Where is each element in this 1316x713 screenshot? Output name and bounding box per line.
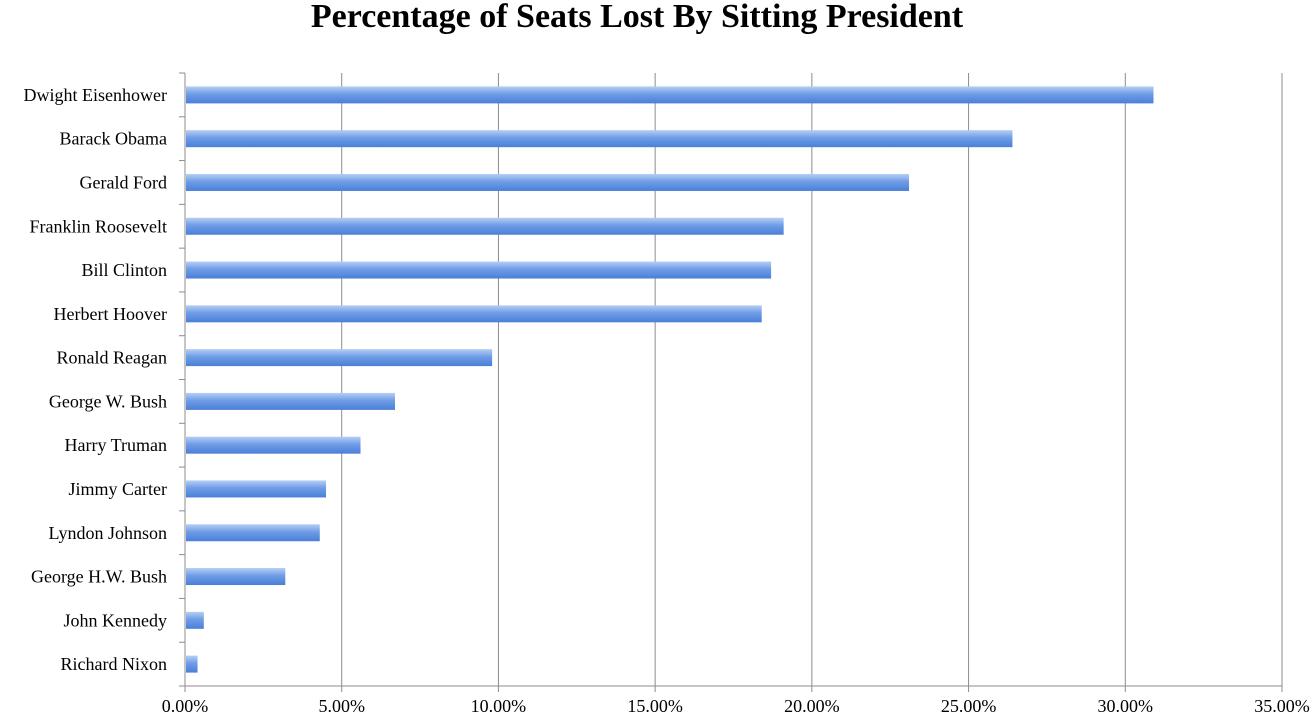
bar [186,655,198,673]
bar [186,86,1154,104]
bar [186,217,784,235]
bar [186,392,395,410]
category-label: Dwight Eisenhower [24,85,167,105]
bar [186,173,910,191]
x-tick-label: 25.00% [941,696,997,713]
gridlines [341,73,1283,686]
bar [186,568,286,586]
category-label: Ronald Reagan [57,348,167,368]
category-label: George H.W. Bush [31,567,167,587]
x-tick-label: 0.00% [162,696,209,713]
x-tick-label: 20.00% [784,696,840,713]
bars [186,86,1154,673]
x-tick-label: 30.00% [1098,696,1154,713]
bar [186,480,327,498]
x-tick-label: 10.00% [471,696,527,713]
category-label: George W. Bush [49,391,167,411]
bar [186,436,361,454]
bar [186,130,1013,148]
bar [186,524,320,542]
bar [186,305,762,323]
axes [179,72,1283,692]
category-label: Herbert Hoover [54,304,167,324]
category-label: Richard Nixon [61,654,167,674]
category-label: Jimmy Carter [69,479,167,499]
category-label: Gerald Ford [80,172,167,192]
bar [186,261,772,279]
x-tick-labels: 0.00% 5.00% 10.00% 15.00% 20.00% 25.00% 30.00%… [162,696,1310,713]
category-labels: Dwight Eisenhower Barack Obama Gerald Ford… [24,85,167,674]
bar [186,349,493,367]
x-tick-label: 5.00% [318,696,365,713]
x-tick-label: 15.00% [627,696,683,713]
category-label: Bill Clinton [81,260,167,280]
chart-title: Percentage of Seats Lost By Sitting Pres… [310,0,964,35]
category-label: Franklin Roosevelt [30,216,168,236]
category-label: Harry Truman [65,435,168,455]
bar [186,611,204,629]
category-label: John Kennedy [64,610,167,630]
category-label: Barack Obama [60,129,167,149]
category-label: Lyndon Johnson [48,523,167,543]
x-tick-label: 35.00% [1254,696,1310,713]
